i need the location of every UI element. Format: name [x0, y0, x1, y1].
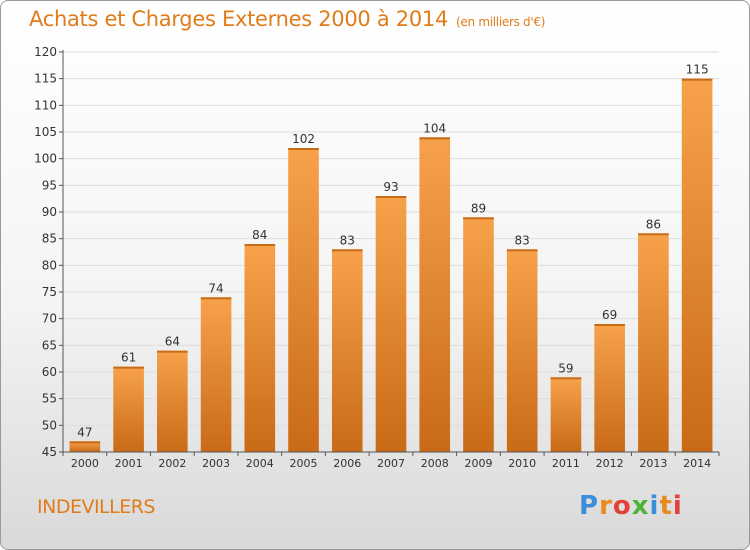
proxiti-logo: Proxiti: [579, 491, 683, 521]
x-tick-label: 2002: [158, 457, 186, 470]
bar-top-edge: [331, 249, 363, 252]
bar-top-edge: [375, 196, 407, 198]
x-tick-label: 2009: [464, 457, 492, 470]
y-tick-label: 80: [42, 258, 57, 272]
bar: [419, 137, 451, 453]
bar-top-edge: [157, 350, 188, 353]
bar: [244, 244, 276, 452]
bar: [157, 350, 188, 452]
data-label: 104: [423, 121, 446, 135]
bar-top-edge: [681, 78, 713, 81]
x-tick-label: 2003: [202, 457, 230, 470]
data-label: 93: [383, 180, 398, 194]
data-label: 83: [515, 233, 530, 247]
x-tick-label: 2005: [290, 457, 318, 470]
chart-title: Achats et Charges Externes 2000 à 2014 (e…: [29, 7, 545, 31]
bar-top-edge: [419, 137, 451, 140]
y-tick-label: 120: [34, 45, 57, 59]
data-label: 47: [77, 425, 92, 439]
logo-letter: r: [599, 491, 613, 521]
x-tick-label: 2014: [683, 457, 711, 470]
x-tick-label: 2010: [508, 457, 536, 470]
chart-subtitle: (en milliers d'€): [456, 15, 546, 29]
data-label: 74: [208, 281, 223, 295]
x-tick-label: 2011: [552, 457, 580, 470]
bar-top-edge: [69, 441, 101, 444]
y-tick-label: 50: [42, 418, 57, 432]
y-tick-label: 45: [42, 445, 57, 459]
title-text: Achats et Charges Externes 2000 à 2014: [29, 7, 449, 31]
data-label: 86: [646, 217, 661, 231]
data-label: 83: [340, 233, 355, 247]
bar-top-edge: [550, 377, 582, 380]
axes: [59, 50, 720, 456]
data-label: 84: [252, 228, 267, 242]
bar-top-edge: [506, 249, 538, 252]
data-label: 69: [602, 308, 617, 322]
y-tick-label: 65: [42, 338, 57, 352]
y-tick-label: 90: [42, 205, 57, 219]
x-tick-label: 2000: [71, 457, 99, 470]
bar: [113, 366, 144, 452]
bar-top-edge: [638, 233, 669, 236]
bar: [200, 297, 232, 452]
data-label: 61: [121, 351, 136, 365]
data-label: 102: [292, 132, 315, 146]
data-label: 115: [686, 63, 709, 77]
bar: [506, 249, 538, 452]
y-tick-label: 85: [42, 232, 57, 246]
bar: [69, 441, 101, 452]
y-tick-label: 105: [34, 125, 57, 139]
bar-top-edge: [594, 324, 625, 326]
y-tick-label: 110: [34, 98, 57, 112]
y-tick-label: 70: [42, 312, 57, 326]
bar: [594, 324, 625, 452]
bar: [375, 196, 407, 452]
bar: [288, 148, 319, 452]
x-tick-label: 2012: [596, 457, 624, 470]
bars: [69, 78, 713, 453]
x-tick-label: 2001: [115, 457, 143, 470]
logo-letter: i: [672, 491, 683, 521]
bar: [638, 233, 669, 452]
data-label: 59: [558, 361, 573, 375]
bar-top-edge: [288, 148, 319, 150]
bar-top-edge: [113, 366, 144, 369]
bar: [331, 249, 363, 452]
x-tick-label: 2007: [377, 457, 405, 470]
bar-top-edge: [244, 244, 276, 246]
x-tick-label: 2013: [639, 457, 667, 470]
x-tick-label: 2008: [421, 457, 449, 470]
bar: [463, 217, 494, 452]
y-tick-label: 60: [42, 365, 57, 379]
bar-top-edge: [463, 217, 494, 220]
y-tick-label: 75: [42, 285, 57, 299]
logo-letter: x: [631, 491, 650, 521]
y-tick-label: 100: [34, 152, 57, 166]
logo-letter: t: [659, 491, 673, 521]
logo-letter: o: [612, 491, 632, 521]
logo-letter: i: [649, 491, 660, 521]
x-tick-label: 2006: [333, 457, 361, 470]
labels: 45 50 55 60 65 70 75 80 85 90 95 100 105 110 115 120 47 2…: [34, 45, 711, 470]
bar: [550, 377, 582, 452]
y-tick-label: 115: [34, 72, 57, 86]
y-tick-label: 55: [42, 392, 57, 406]
bar: [681, 78, 713, 453]
commune-name: INDEVILLERS: [37, 496, 156, 518]
logo-letter: P: [579, 491, 600, 521]
bar-top-edge: [200, 297, 232, 300]
y-tick-label: 95: [42, 178, 57, 192]
data-label: 89: [471, 201, 486, 215]
x-tick-label: 2004: [246, 457, 274, 470]
data-label: 64: [165, 335, 180, 349]
